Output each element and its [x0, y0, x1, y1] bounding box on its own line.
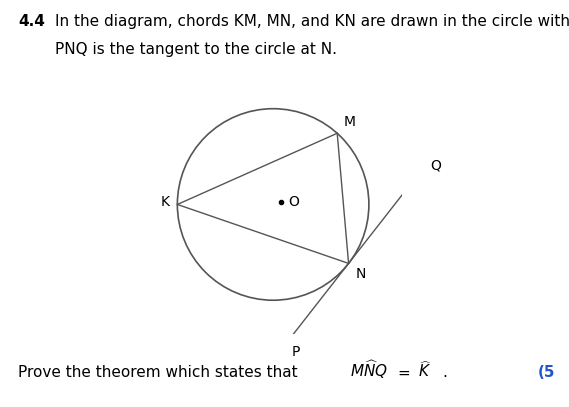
Text: Prove the theorem which states that: Prove the theorem which states that [18, 365, 303, 380]
Text: (5: (5 [538, 365, 555, 380]
Text: $\widehat{K}$: $\widehat{K}$ [418, 360, 431, 380]
Text: $=$: $=$ [395, 365, 411, 380]
Text: .: . [442, 365, 447, 380]
Text: O: O [288, 195, 299, 208]
Text: P: P [291, 345, 300, 359]
Text: $M\widehat{N}Q$: $M\widehat{N}Q$ [350, 359, 388, 381]
Text: 4.4: 4.4 [18, 14, 45, 29]
Text: N: N [355, 267, 366, 281]
Text: PNQ is the tangent to the circle at N.: PNQ is the tangent to the circle at N. [55, 42, 337, 57]
Text: In the diagram, chords KM, MN, and KN are drawn in the circle with centre O.: In the diagram, chords KM, MN, and KN ar… [55, 14, 569, 29]
Text: Q: Q [430, 158, 441, 172]
Text: K: K [160, 195, 170, 208]
Text: M: M [344, 116, 356, 129]
